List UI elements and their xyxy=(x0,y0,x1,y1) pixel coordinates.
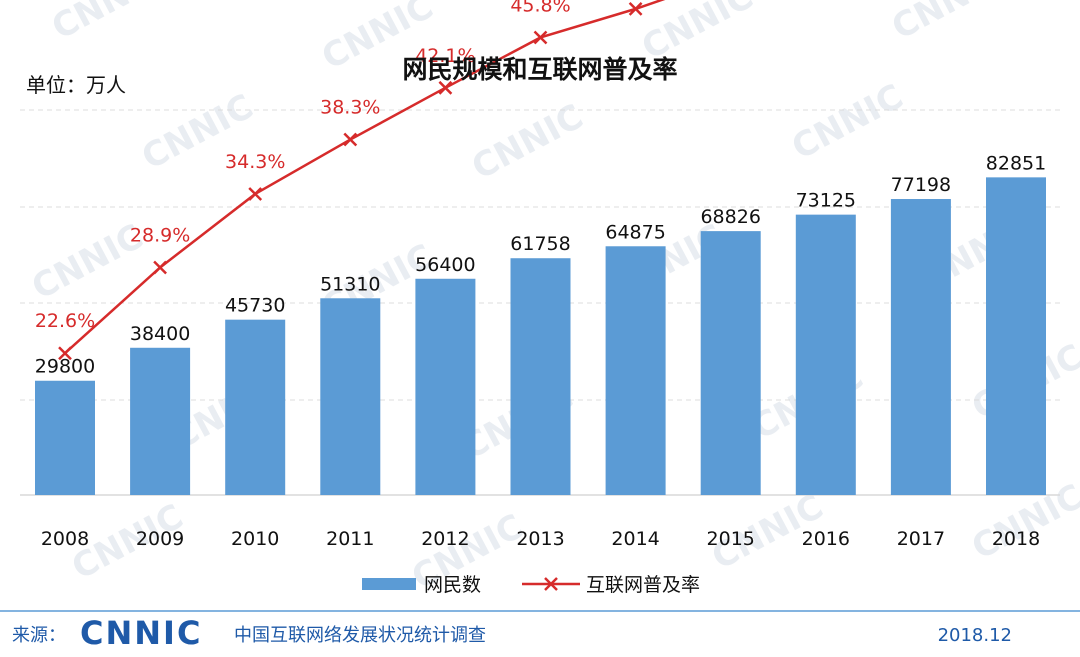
x-tick-2008: 2008 xyxy=(41,528,89,550)
bar-value-label-2018: 82851 xyxy=(986,152,1046,174)
bar-value-label-2017: 77198 xyxy=(891,174,951,196)
bar-2014 xyxy=(605,246,666,495)
rate-marker-2008 xyxy=(58,346,72,361)
x-tick-2015: 2015 xyxy=(707,528,755,550)
bar-value-label-2015: 68826 xyxy=(700,206,760,228)
bar-series xyxy=(35,177,1046,496)
x-tick-2012: 2012 xyxy=(421,528,469,550)
x-tick-2016: 2016 xyxy=(802,528,850,550)
bar-2016 xyxy=(795,214,856,496)
bar-value-label-2012: 56400 xyxy=(415,254,475,276)
rate-value-label-2009: 28.9% xyxy=(130,224,190,246)
footer-org-name: 中国互联网络发展状况统计调查 xyxy=(234,625,486,646)
x-tick-2014: 2014 xyxy=(611,528,659,550)
rate-value-label-2010: 34.3% xyxy=(225,151,285,173)
legend-line-marker-icon xyxy=(544,577,558,591)
watermark-text: CNNIC xyxy=(885,0,1009,48)
x-tick-2017: 2017 xyxy=(897,528,945,550)
footer-source-label: 来源： xyxy=(12,625,66,646)
bar-2010 xyxy=(225,319,286,495)
legend-line-label: 互联网普及率 xyxy=(586,574,700,596)
bar-2012 xyxy=(415,278,476,495)
bar-2015 xyxy=(700,231,761,496)
bar-2008 xyxy=(35,380,95,495)
rate-value-label-2011: 38.3% xyxy=(320,97,380,119)
x-tick-2013: 2013 xyxy=(516,528,564,550)
bar-2018 xyxy=(986,177,1046,496)
x-tick-2009: 2009 xyxy=(136,528,184,550)
bar-2009 xyxy=(130,347,191,495)
x-tick-2011: 2011 xyxy=(326,528,374,550)
rate-marker-2012 xyxy=(438,80,453,95)
rate-line-series xyxy=(58,0,666,361)
bar-value-label-2010: 45730 xyxy=(225,295,285,317)
chart-title: 网民规模和互联网普及率 xyxy=(402,55,677,84)
bar-value-labels: 29800 38400 45730 51310 56400 61758 64875 68826… xyxy=(35,152,1046,377)
rate-value-label-2013: 45.8% xyxy=(510,0,570,16)
rate-value-label-2008: 22.6% xyxy=(35,310,95,332)
unit-label: 单位：万人 xyxy=(26,73,126,97)
bar-2017 xyxy=(890,199,951,495)
legend-bar-label: 网民数 xyxy=(424,574,481,596)
bar-value-label-2014: 64875 xyxy=(605,221,665,243)
rate-marker-2014 xyxy=(628,1,643,16)
rate-marker-2013 xyxy=(533,30,548,45)
rate-marker-2011 xyxy=(343,132,358,147)
bar-value-label-2013: 61758 xyxy=(510,233,570,255)
footer-date: 2018.12 xyxy=(938,625,1012,646)
bar-2013 xyxy=(510,258,571,495)
watermark-text: CNNIC xyxy=(45,0,169,48)
bar-2011 xyxy=(320,298,381,495)
cnnic-logo: CNNIC xyxy=(80,614,202,652)
rate-value-labels: 22.6%28.9%34.3%38.3%42.1%45.8%47.9%50.3%… xyxy=(35,0,571,332)
legend: 网民数 互联网普及率 xyxy=(362,574,700,596)
x-tick-labels: 2008 2009 2010 2011 2012 2013 2014 2015 2016 2017… xyxy=(41,528,1040,550)
footer: 来源： CNNIC 中国互联网络发展状况统计调查 2018.12 xyxy=(12,614,1012,652)
bar-value-label-2009: 38400 xyxy=(130,323,190,345)
legend-bar-swatch xyxy=(362,578,416,590)
grid-lines xyxy=(20,109,1060,401)
x-tick-2010: 2010 xyxy=(231,528,279,550)
x-tick-2018: 2018 xyxy=(992,528,1040,550)
rate-marker-2009 xyxy=(153,260,167,275)
bar-value-label-2011: 51310 xyxy=(320,273,380,295)
rate-marker-2010 xyxy=(248,187,263,201)
watermark-text: CNNIC xyxy=(785,77,909,168)
bar-value-label-2008: 29800 xyxy=(35,356,95,378)
bar-value-label-2016: 73125 xyxy=(796,190,856,212)
rate-value-label-2012: 42.1% xyxy=(415,45,475,67)
